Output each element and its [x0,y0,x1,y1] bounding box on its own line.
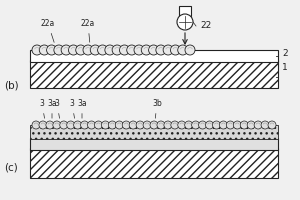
Circle shape [101,121,110,129]
Circle shape [32,121,40,129]
Circle shape [105,45,115,55]
Text: 3: 3 [40,99,44,118]
Bar [30,60,278,88]
Text: 3: 3 [55,99,59,118]
Circle shape [127,45,137,55]
Circle shape [122,121,130,129]
Circle shape [81,121,88,129]
Circle shape [185,121,193,129]
Circle shape [233,121,241,129]
Circle shape [268,121,276,129]
Text: (c): (c) [4,163,18,173]
Circle shape [157,121,165,129]
Circle shape [119,45,129,55]
Circle shape [108,121,116,129]
Circle shape [54,45,64,55]
Circle shape [115,121,123,129]
Circle shape [46,121,54,129]
Circle shape [60,121,68,129]
Circle shape [192,121,200,129]
Circle shape [94,121,103,129]
Circle shape [136,121,144,129]
Text: 22a: 22a [81,19,95,42]
Circle shape [240,121,248,129]
Circle shape [68,45,78,55]
Circle shape [143,121,151,129]
Circle shape [206,121,214,129]
Circle shape [39,45,49,55]
Circle shape [171,121,179,129]
Circle shape [226,121,234,129]
Circle shape [61,45,71,55]
Circle shape [199,121,207,129]
Circle shape [212,121,220,129]
Circle shape [185,45,195,55]
Text: 22: 22 [200,21,211,30]
Circle shape [164,121,172,129]
Circle shape [88,121,95,129]
Circle shape [39,121,47,129]
Circle shape [163,45,173,55]
Circle shape [67,121,75,129]
Circle shape [178,121,186,129]
Circle shape [76,45,86,55]
Circle shape [178,45,188,55]
Bar [30,50,278,62]
Circle shape [53,121,61,129]
Text: 3b: 3b [152,99,162,118]
Text: 3a: 3a [77,99,87,118]
Circle shape [150,121,158,129]
Text: 22a: 22a [41,19,55,42]
Circle shape [254,121,262,129]
Circle shape [98,45,108,55]
Circle shape [129,121,137,129]
Circle shape [141,45,151,55]
Text: 2: 2 [282,49,288,58]
Circle shape [112,45,122,55]
Bar [179,6,191,16]
Circle shape [90,45,100,55]
Bar [30,148,278,178]
Circle shape [134,45,144,55]
Bar [30,138,278,150]
Circle shape [247,121,255,129]
Circle shape [261,121,269,129]
Text: 3a: 3a [47,99,57,118]
Circle shape [74,121,82,129]
Circle shape [177,14,193,30]
Circle shape [156,45,166,55]
Text: (b): (b) [4,80,19,90]
Circle shape [148,45,159,55]
Circle shape [83,45,93,55]
Circle shape [46,45,57,55]
Text: 1: 1 [282,64,288,72]
Circle shape [219,121,227,129]
Circle shape [32,45,42,55]
Bar [30,125,278,139]
Circle shape [170,45,180,55]
Text: 3: 3 [70,99,74,118]
